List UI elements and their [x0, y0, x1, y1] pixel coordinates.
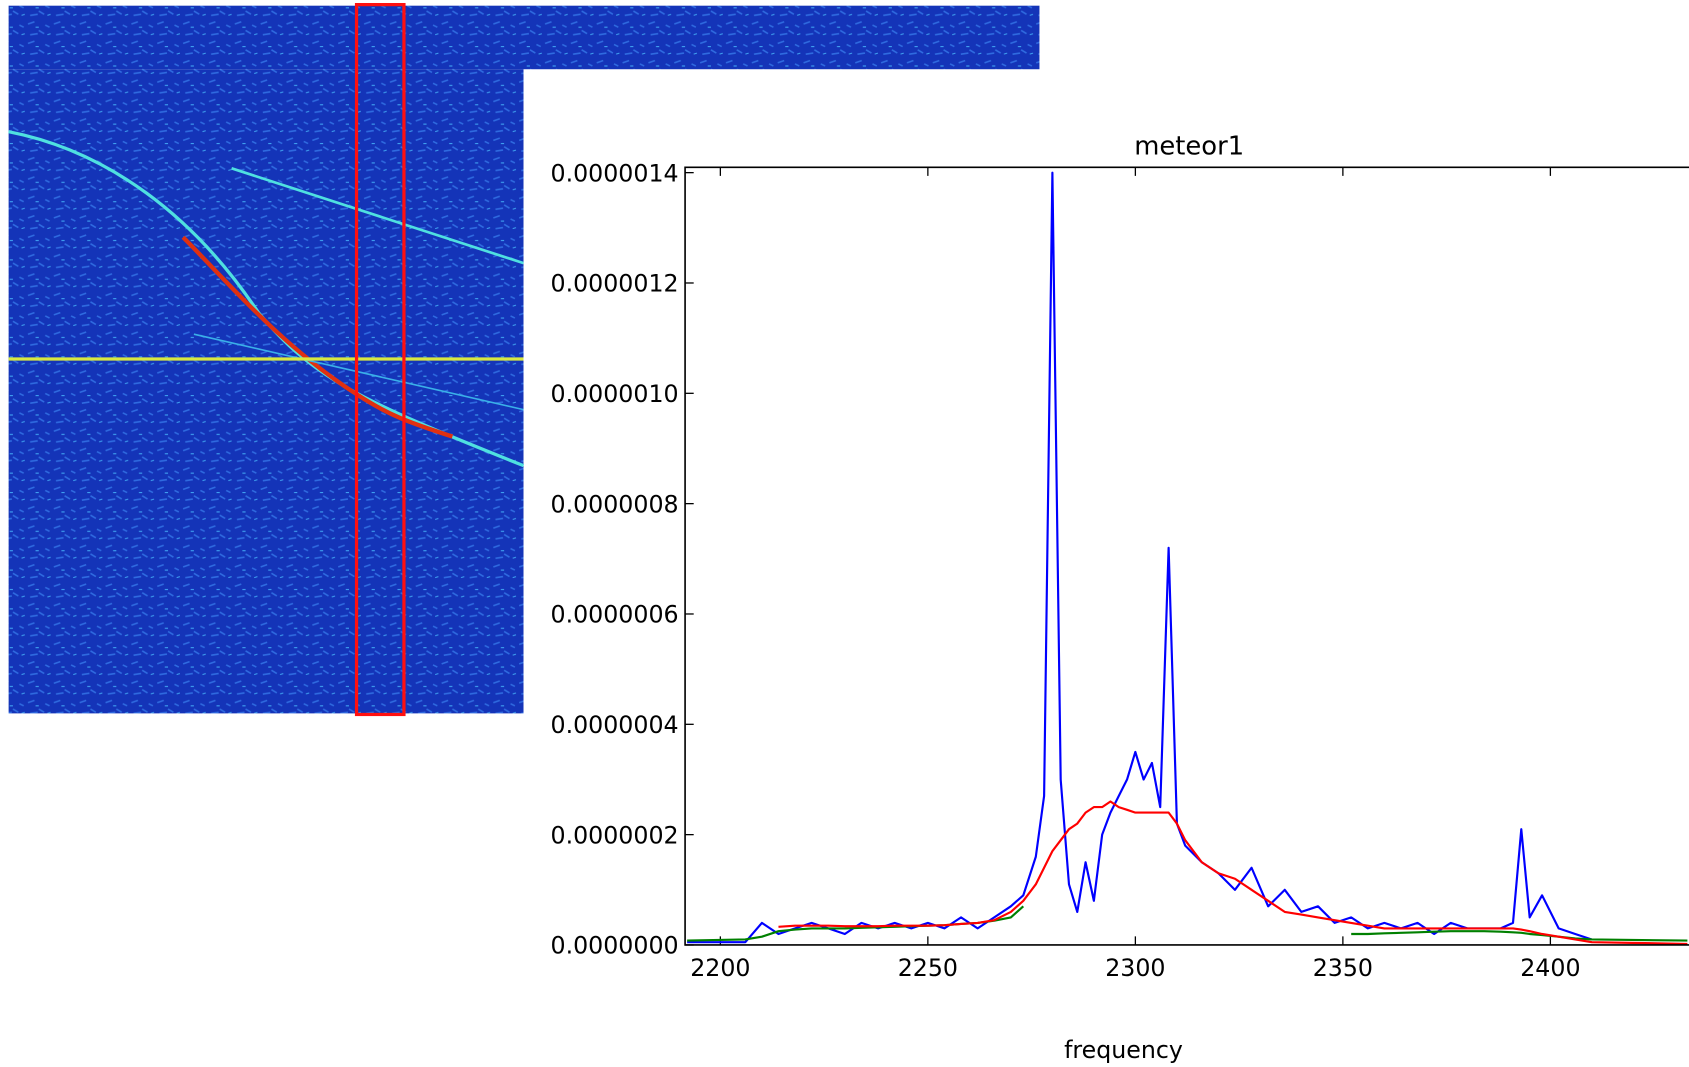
meteor-trace: [231, 167, 524, 265]
y-tick-label: 0.0000014: [551, 159, 679, 187]
y-tick-label: 0.0000000: [551, 932, 679, 960]
meteor-core: [181, 235, 454, 439]
plot-area: [687, 171, 1688, 945]
data-line: [778, 800, 1688, 945]
x-tick-label: 2250: [898, 954, 958, 982]
x-tick-label: 2350: [1313, 954, 1373, 982]
plot: meteor1 frequency 0.0000000 0.0000002 0.00…: [551, 131, 1689, 1064]
meteor-trace: [193, 333, 524, 411]
x-tick-label: 2200: [690, 954, 750, 982]
y-tick-label: 0.0000012: [551, 270, 679, 298]
y-tick-label: 0.0000008: [551, 490, 679, 518]
y-tick-label: 0.0000004: [551, 711, 679, 739]
chart-title: meteor1: [1134, 131, 1244, 161]
x-tick-label: 2300: [1105, 954, 1165, 982]
data-line: [1351, 930, 1688, 942]
y-tick-label: 0.0000010: [551, 380, 679, 408]
data-line: [687, 171, 1593, 944]
spectrogram-strip: [8, 5, 1040, 70]
x-axis-label: frequency: [1064, 1036, 1183, 1064]
selection-box: [354, 2, 406, 717]
y-tick-label: 0.0000002: [551, 821, 679, 849]
y-tick-label: 0.0000006: [551, 601, 679, 629]
x-tick-label: 2400: [1520, 954, 1580, 982]
spectrogram: [8, 2, 1040, 717]
plot-frame: [684, 166, 1689, 946]
spectrogram-image: [8, 69, 524, 714]
